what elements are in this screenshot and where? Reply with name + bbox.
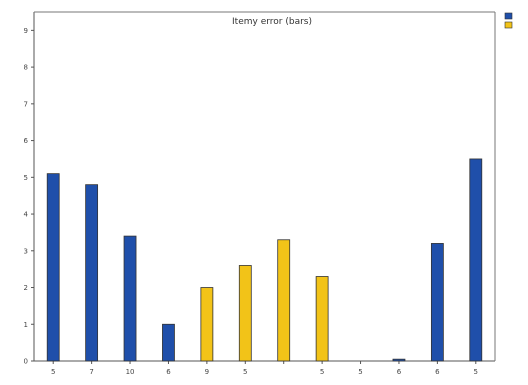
bar-blue bbox=[85, 184, 99, 362]
x-tick-label: 6 bbox=[435, 368, 440, 376]
bar-blue bbox=[46, 173, 60, 362]
y-tick-label: 9 bbox=[24, 27, 28, 35]
y-tick-label: 5 bbox=[24, 174, 28, 182]
x-ticks: 5 7 10 6 9 5 5 5 6 6 5 bbox=[51, 361, 478, 376]
bar-yellow bbox=[315, 276, 329, 362]
y-tick-label: 3 bbox=[24, 247, 28, 255]
y-tick-label: 2 bbox=[24, 284, 28, 292]
x-tick-label: 5 bbox=[243, 368, 247, 376]
bar-blue bbox=[469, 158, 483, 362]
y-tick-label: 4 bbox=[24, 211, 29, 219]
y-tick-label: 6 bbox=[24, 137, 29, 145]
bar-blue bbox=[123, 235, 137, 362]
legend-swatch bbox=[504, 21, 513, 29]
x-tick-label: 6 bbox=[397, 368, 402, 376]
y-tick-label: 0 bbox=[24, 358, 28, 366]
x-tick-label: 5 bbox=[474, 368, 478, 376]
y-ticks: 0 1 2 3 4 5 6 7 8 9 bbox=[24, 27, 34, 366]
bar-yellow bbox=[277, 239, 291, 362]
y-tick-label: 7 bbox=[24, 100, 28, 108]
y-tick-label: 1 bbox=[24, 321, 28, 329]
chart-title: Itemy error (bars) bbox=[232, 17, 312, 27]
y-tick-label: 8 bbox=[24, 64, 28, 72]
x-tick-label: 5 bbox=[320, 368, 324, 376]
bar-blue bbox=[162, 323, 175, 362]
x-tick-label: 5 bbox=[51, 368, 55, 376]
plot-area bbox=[33, 11, 496, 362]
legend bbox=[504, 12, 513, 29]
x-tick-label: 7 bbox=[89, 368, 93, 376]
bars bbox=[46, 158, 483, 362]
bar-yellow bbox=[238, 265, 252, 362]
x-tick-label: 9 bbox=[205, 368, 209, 376]
bar-blue bbox=[392, 358, 406, 362]
bar-blue bbox=[430, 243, 444, 362]
x-tick-label: 10 bbox=[126, 368, 135, 376]
x-tick-label: 5 bbox=[358, 368, 362, 376]
x-tick-label: 6 bbox=[166, 368, 171, 376]
bar-yellow bbox=[200, 287, 214, 362]
legend-swatch bbox=[504, 12, 513, 20]
